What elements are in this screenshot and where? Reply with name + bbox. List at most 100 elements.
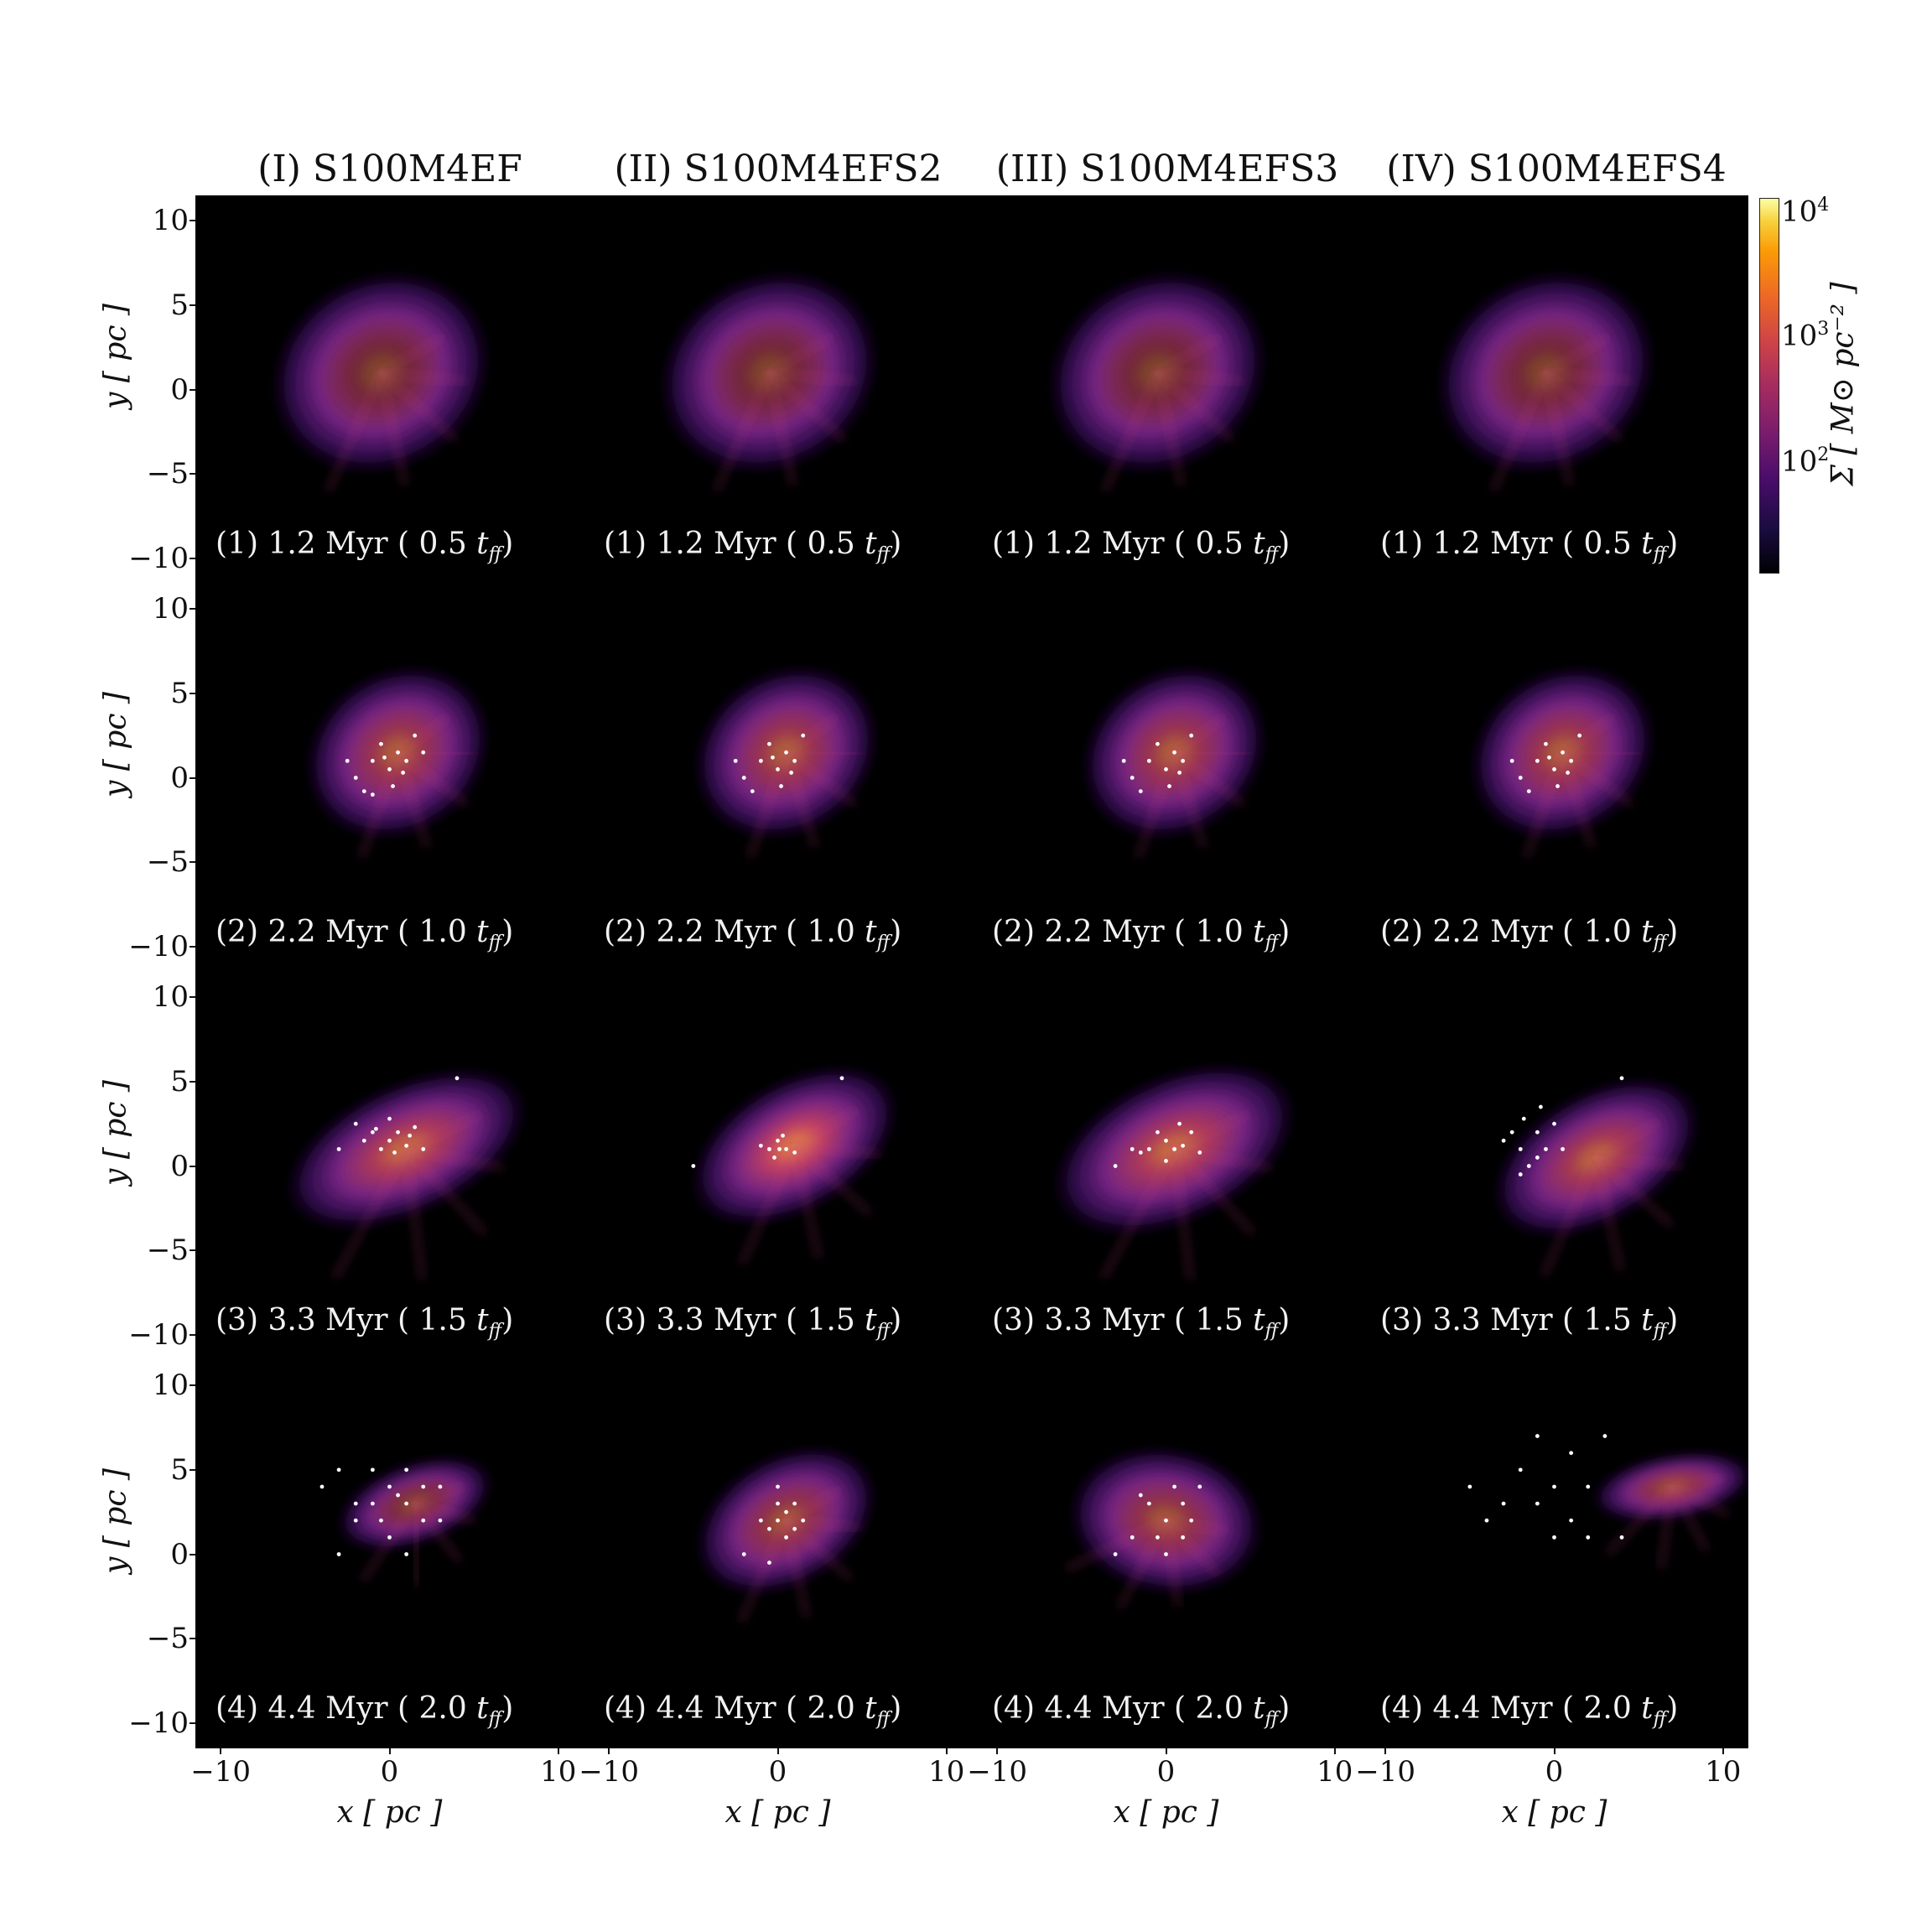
star-particle xyxy=(758,1143,763,1148)
gas-filament xyxy=(1172,750,1245,806)
density-map xyxy=(1065,1443,1267,1609)
tff-symbol: t xyxy=(1641,526,1654,561)
y-tick-label: −5 xyxy=(146,1233,189,1268)
gas-filament xyxy=(1172,1146,1192,1280)
star-particle xyxy=(1535,1434,1540,1438)
star-particle xyxy=(1569,1518,1574,1523)
density-map xyxy=(1047,1059,1301,1280)
density-map xyxy=(692,1442,880,1623)
time-close: ) xyxy=(1278,1302,1291,1337)
y-axis-label: y [ pc ] xyxy=(99,1468,133,1574)
star-particle xyxy=(319,1484,325,1489)
colorbar-tick-1e2: 102 xyxy=(1781,444,1830,479)
star-particle xyxy=(1552,1484,1556,1489)
panel-r3-c2: (3) 3.3 Myr ( 1.5 tff) xyxy=(584,972,972,1360)
star-particle xyxy=(1181,1143,1186,1148)
y-tick-label: 10 xyxy=(152,1368,189,1403)
star-particle xyxy=(1509,1130,1514,1135)
star-particle xyxy=(1172,1146,1176,1151)
time-text: (3) 3.3 Myr ( 1.5 xyxy=(992,1302,1254,1337)
star-particle xyxy=(1509,758,1514,763)
star-particle xyxy=(370,792,375,797)
star-particle xyxy=(1569,758,1574,763)
time-text: (2) 2.2 Myr ( 1.0 xyxy=(1380,914,1642,949)
tff-subscript: ff xyxy=(1265,1709,1279,1730)
star-particle xyxy=(1130,776,1135,780)
star-particle xyxy=(781,1133,785,1138)
y-tick-mark xyxy=(190,1080,195,1083)
time-close: ) xyxy=(1666,1690,1679,1726)
star-particle xyxy=(404,1552,409,1556)
x-tick-mark xyxy=(557,1748,559,1754)
gas-filament xyxy=(404,1146,424,1280)
gas-filament xyxy=(1670,1475,1725,1489)
y-tick-label: 10 xyxy=(152,592,189,626)
star-particle xyxy=(784,750,788,755)
time-label: (4) 4.4 Myr ( 2.0 tff) xyxy=(604,1691,901,1730)
star-particle xyxy=(1164,1552,1168,1556)
gas-filament xyxy=(1155,370,1244,384)
star-particle xyxy=(1518,1172,1523,1176)
star-particle xyxy=(691,1164,696,1168)
star-particle xyxy=(1164,1138,1168,1143)
time-label: (3) 3.3 Myr ( 1.5 tff) xyxy=(1380,1303,1678,1342)
star-particle xyxy=(454,1076,460,1081)
y-tick-label: 0 xyxy=(170,761,189,795)
star-particle xyxy=(776,1501,780,1506)
tff-subscript: ff xyxy=(1265,932,1279,953)
gas-filament xyxy=(360,750,401,859)
star-particle xyxy=(413,733,418,738)
star-particle xyxy=(741,776,746,780)
star-particle xyxy=(396,750,400,755)
y-tick-mark xyxy=(190,557,195,559)
y-tick-mark xyxy=(190,1249,195,1252)
tff-symbol: t xyxy=(1641,1690,1654,1726)
x-tick-mark xyxy=(1722,1748,1724,1754)
star-particle xyxy=(1467,1484,1472,1489)
star-particle xyxy=(741,1552,746,1556)
time-label: (3) 3.3 Myr ( 1.5 tff) xyxy=(992,1303,1290,1342)
star-particle xyxy=(784,1146,788,1151)
gas-filament xyxy=(766,335,834,375)
y-axis-label: y [ pc ] xyxy=(99,692,133,797)
colorbar-tick-1e4: 104 xyxy=(1781,195,1830,229)
y-tick-label: −5 xyxy=(146,1622,189,1656)
x-tick-label: 0 xyxy=(768,1755,787,1789)
star-particle xyxy=(1181,1535,1186,1540)
star-particle xyxy=(1146,758,1151,763)
star-particle xyxy=(370,1467,375,1472)
gas-filament xyxy=(784,750,817,848)
star-particle xyxy=(776,1138,780,1143)
tff-symbol: t xyxy=(476,1690,489,1726)
time-text: (1) 1.2 Myr ( 0.5 xyxy=(1380,526,1642,561)
tff-symbol: t xyxy=(1641,1302,1654,1337)
y-axis-label: y [ pc ] xyxy=(99,304,133,409)
tff-symbol: t xyxy=(1253,1690,1265,1726)
tff-symbol: t xyxy=(865,914,877,949)
gas-filament xyxy=(792,1143,882,1157)
y-tick-mark xyxy=(190,1468,195,1471)
star-particle xyxy=(438,1484,443,1489)
gas-filament xyxy=(1561,750,1633,806)
panel-r2-c1: (2) 2.2 Myr ( 1.0 tff) xyxy=(195,584,584,972)
time-text: (2) 2.2 Myr ( 1.0 xyxy=(604,914,865,949)
star-particle xyxy=(387,1484,392,1489)
star-particle xyxy=(789,771,794,775)
density-map xyxy=(1467,662,1659,859)
star-particle xyxy=(421,1484,426,1489)
star-particle xyxy=(373,1126,378,1131)
star-particle xyxy=(404,1467,409,1472)
density-map xyxy=(319,1454,496,1587)
tff-symbol: t xyxy=(476,526,489,561)
gas-filament xyxy=(413,1501,420,1587)
tff-symbol: t xyxy=(1641,914,1654,949)
gas-filament xyxy=(1524,750,1566,859)
star-particle xyxy=(345,758,350,763)
tff-subscript: ff xyxy=(488,1321,502,1342)
gas-filament xyxy=(748,750,789,859)
time-close: ) xyxy=(890,914,902,949)
time-text: (1) 1.2 Myr ( 0.5 xyxy=(992,526,1254,561)
time-label: (2) 2.2 Myr ( 1.0 tff) xyxy=(216,915,513,953)
time-label: (4) 4.4 Myr ( 2.0 tff) xyxy=(1380,1691,1678,1730)
y-tick-label: 5 xyxy=(170,288,189,322)
